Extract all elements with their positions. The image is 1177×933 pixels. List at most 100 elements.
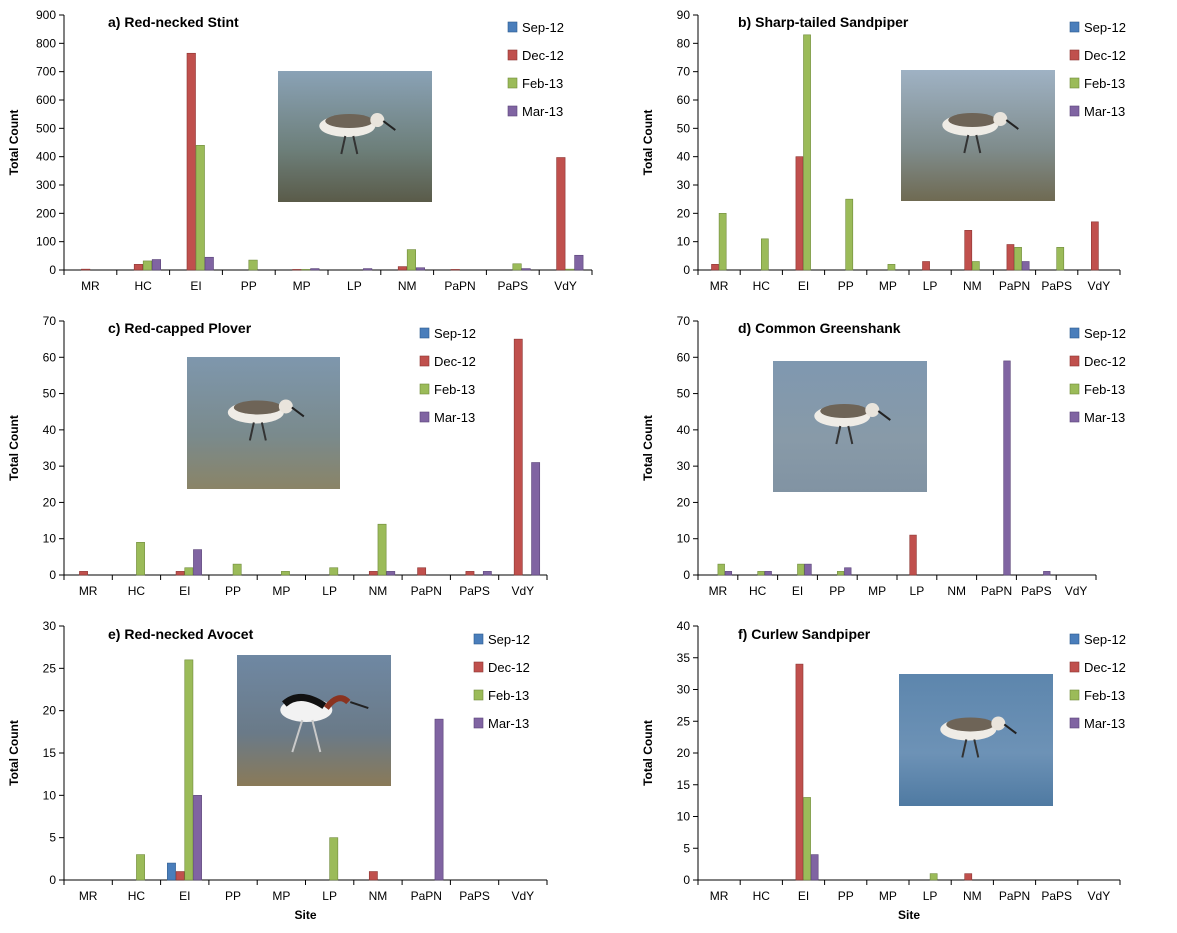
legend-label: Mar-13 bbox=[1084, 410, 1125, 425]
x-tick-label: LP bbox=[347, 279, 362, 293]
bird-wing bbox=[948, 113, 997, 128]
bar bbox=[565, 268, 575, 271]
x-tick-label: EI bbox=[798, 889, 809, 903]
x-tick-label: PaPN bbox=[411, 889, 442, 903]
x-tick-label: MP bbox=[868, 584, 886, 598]
x-tick-label: MR bbox=[709, 584, 728, 598]
bird-leg bbox=[260, 422, 267, 441]
y-tick-label: 70 bbox=[43, 314, 57, 328]
bird-wing bbox=[820, 404, 869, 419]
x-tick-label: PP bbox=[225, 889, 241, 903]
chart-panel: 0 10 20 30 40 50 60 70 MR HC EI PP MP LP NM PaPN PaPS VdY… bbox=[641, 314, 1126, 598]
y-tick-label: 40 bbox=[677, 150, 691, 164]
bar bbox=[81, 268, 91, 271]
bar bbox=[450, 269, 460, 271]
x-tick-label: EI bbox=[798, 279, 809, 293]
bar bbox=[764, 571, 772, 576]
x-tick-label: NM bbox=[369, 889, 388, 903]
x-tick-label: EI bbox=[179, 889, 190, 903]
bar bbox=[929, 873, 938, 881]
bar bbox=[368, 571, 378, 576]
y-tick-label: 30 bbox=[677, 459, 691, 473]
y-tick-label: 0 bbox=[49, 263, 56, 277]
bar bbox=[718, 213, 727, 271]
bar bbox=[386, 571, 396, 576]
bird-icon bbox=[227, 399, 305, 441]
bar bbox=[167, 862, 176, 881]
bird-wing bbox=[325, 114, 374, 129]
bar bbox=[175, 871, 185, 881]
legend-swatch bbox=[507, 21, 518, 33]
x-tick-label: MP bbox=[293, 279, 311, 293]
x-tick-label: PaPS bbox=[459, 584, 490, 598]
bar bbox=[531, 462, 541, 576]
bird-neck bbox=[323, 695, 351, 710]
bar bbox=[836, 571, 845, 576]
bar bbox=[232, 563, 242, 576]
chart-title: b) Sharp-tailed Sandpiper bbox=[738, 14, 909, 30]
legend-swatch bbox=[507, 77, 518, 89]
x-tick-label: PaPN bbox=[999, 889, 1030, 903]
y-axis-label: Total Count bbox=[641, 720, 655, 786]
legend-label: Dec-12 bbox=[488, 660, 530, 675]
chart-panel: 0 10 20 30 40 50 60 70 80 90 MR HC EI PP MP LP NM PaPN PaP… bbox=[641, 8, 1126, 293]
x-tick-label: MR bbox=[710, 889, 729, 903]
bird-wing bbox=[946, 717, 995, 732]
legend-label: Dec-12 bbox=[522, 48, 564, 63]
y-tick-label: 500 bbox=[36, 121, 56, 135]
legend: Sep-12 Dec-12 Feb-13 Mar-13 bbox=[419, 326, 476, 425]
x-tick-label: LP bbox=[322, 889, 337, 903]
legend-swatch bbox=[473, 661, 484, 673]
y-axis-label: Total Count bbox=[641, 415, 655, 481]
x-tick-label: PP bbox=[241, 279, 257, 293]
bird-head bbox=[370, 113, 385, 128]
x-tick-label: NM bbox=[947, 584, 966, 598]
x-tick-label: PP bbox=[838, 279, 854, 293]
bar bbox=[417, 567, 427, 576]
y-tick-label: 700 bbox=[36, 65, 56, 79]
bar bbox=[377, 523, 387, 576]
bar bbox=[810, 854, 819, 881]
y-tick-label: 50 bbox=[43, 387, 57, 401]
chart-title: f) Curlew Sandpiper bbox=[738, 626, 871, 642]
bar bbox=[556, 157, 566, 271]
y-tick-label: 300 bbox=[36, 178, 56, 192]
bird-leg bbox=[311, 719, 322, 753]
bird-leg bbox=[352, 135, 359, 155]
red-necked-stint-photo bbox=[278, 71, 432, 202]
bird-head bbox=[993, 112, 1008, 127]
x-tick-label: MP bbox=[272, 889, 290, 903]
bar bbox=[724, 571, 733, 576]
y-tick-label: 40 bbox=[677, 619, 691, 633]
x-tick-label: PaPS bbox=[1041, 279, 1072, 293]
bar bbox=[1021, 261, 1030, 271]
bar bbox=[397, 266, 408, 271]
bar bbox=[804, 563, 812, 576]
y-tick-label: 15 bbox=[43, 746, 57, 760]
y-tick-label: 50 bbox=[677, 121, 691, 135]
bird-head bbox=[991, 716, 1006, 731]
bird-head bbox=[865, 403, 880, 418]
bird-leg bbox=[248, 422, 255, 441]
y-tick-label: 30 bbox=[43, 619, 57, 633]
legend-label: Sep-12 bbox=[434, 326, 476, 341]
bar bbox=[512, 263, 522, 271]
legend-swatch bbox=[419, 383, 430, 395]
y-tick-label: 60 bbox=[677, 93, 691, 107]
y-tick-label: 20 bbox=[43, 704, 57, 718]
y-tick-label: 0 bbox=[49, 873, 56, 887]
y-tick-label: 25 bbox=[677, 714, 691, 728]
bird-icon bbox=[942, 112, 1019, 154]
y-tick-label: 10 bbox=[677, 235, 691, 249]
bar bbox=[1091, 221, 1099, 271]
bar bbox=[133, 264, 143, 271]
x-tick-label: PaPS bbox=[1041, 889, 1072, 903]
x-tick-label: PaPS bbox=[459, 889, 490, 903]
legend-swatch bbox=[419, 355, 430, 367]
y-tick-label: 40 bbox=[43, 423, 57, 437]
chart-title: d) Common Greenshank bbox=[738, 320, 901, 336]
y-tick-label: 100 bbox=[36, 235, 56, 249]
y-tick-label: 0 bbox=[683, 263, 690, 277]
y-tick-label: 90 bbox=[677, 8, 691, 22]
y-tick-label: 0 bbox=[683, 873, 690, 887]
